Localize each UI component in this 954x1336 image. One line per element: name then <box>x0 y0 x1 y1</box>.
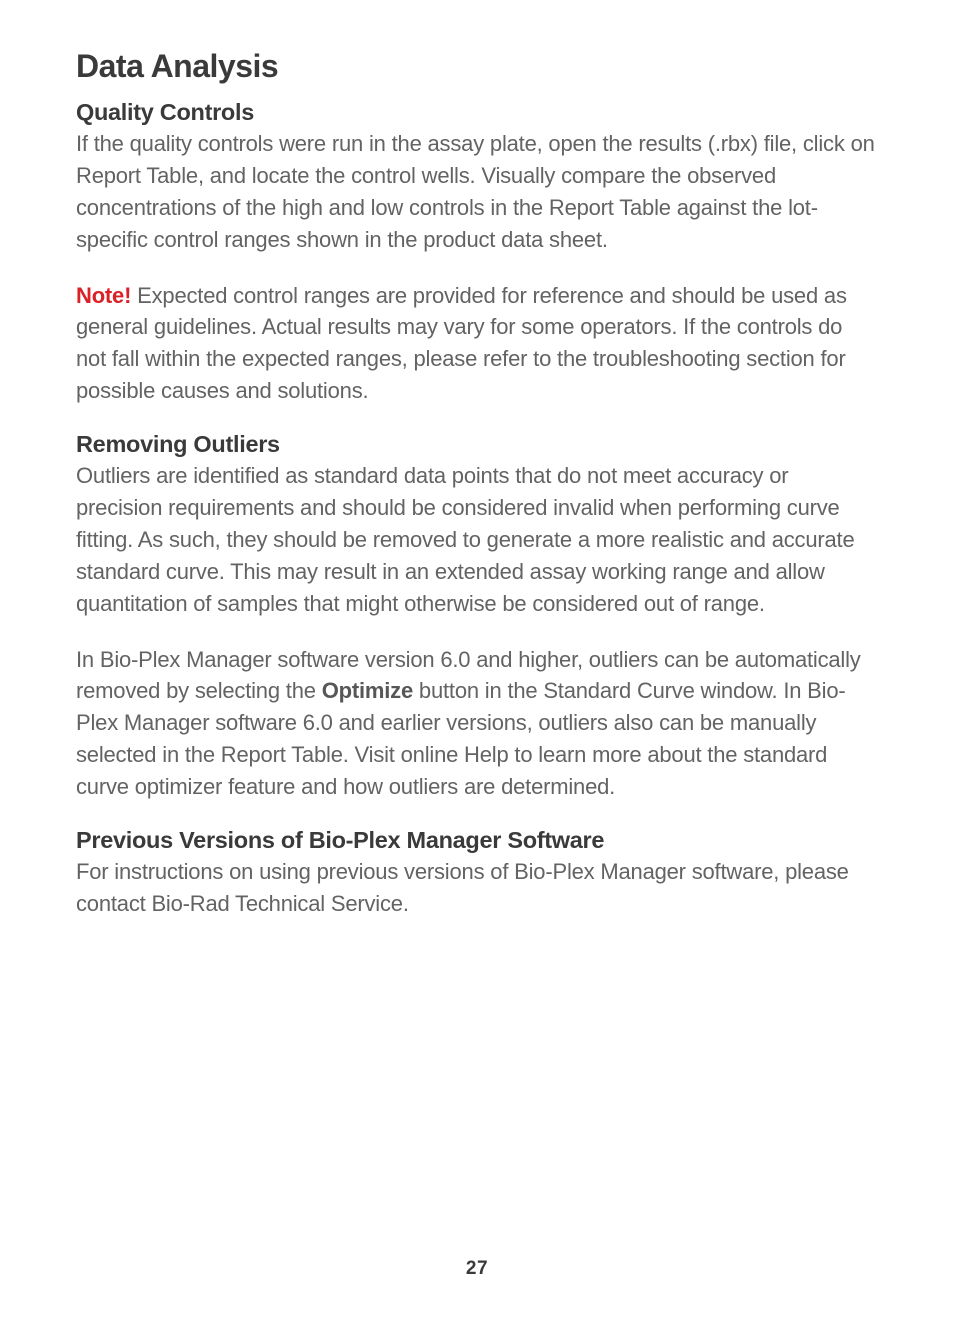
section-heading-outliers: Removing Outliers <box>76 431 878 458</box>
page-content: Data Analysis Quality Controls If the qu… <box>0 0 954 920</box>
section-heading-quality: Quality Controls <box>76 99 878 126</box>
paragraph: If the quality controls were run in the … <box>76 128 878 256</box>
note-text: Expected control ranges are provided for… <box>76 283 847 404</box>
paragraph: For instructions on using previous versi… <box>76 856 878 920</box>
paragraph: In Bio-Plex Manager software version 6.0… <box>76 644 878 803</box>
page-number: 27 <box>0 1258 954 1280</box>
note-label: Note! <box>76 283 131 308</box>
paragraph: Outliers are identified as standard data… <box>76 460 878 619</box>
paragraph-note: Note! Expected control ranges are provid… <box>76 280 878 408</box>
section-heading-previous: Previous Versions of Bio-Plex Manager So… <box>76 827 878 854</box>
page-title: Data Analysis <box>76 48 878 85</box>
optimize-button-reference: Optimize <box>322 678 413 703</box>
